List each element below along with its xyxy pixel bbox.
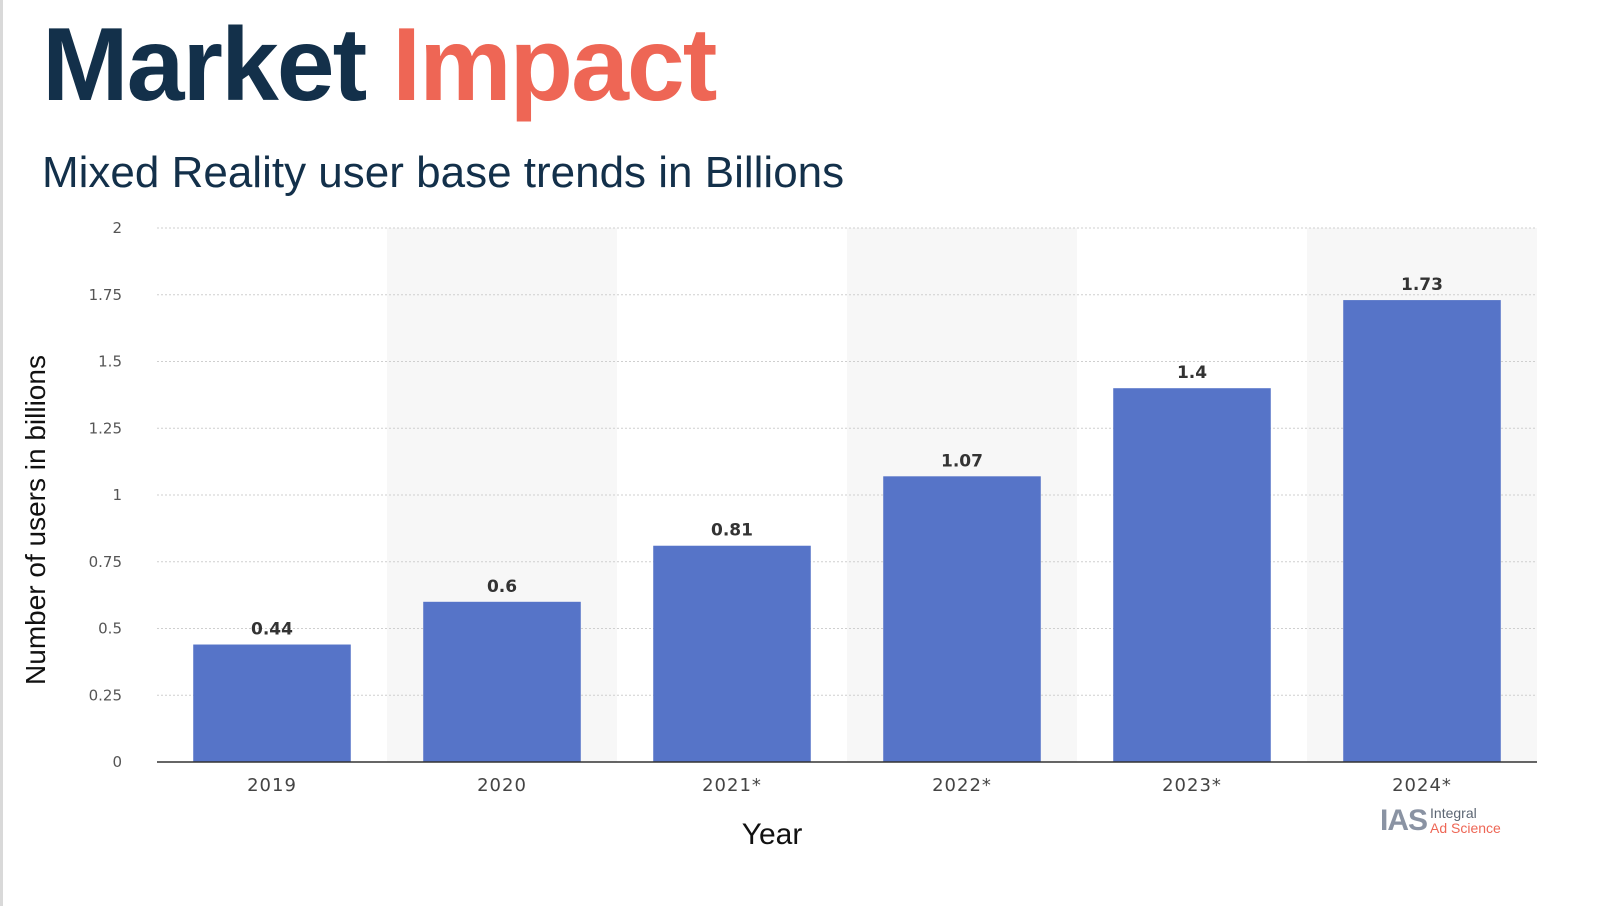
- data-label: 0.81: [711, 521, 753, 541]
- bar: [423, 601, 581, 762]
- x-tick-label: 2019: [247, 775, 297, 796]
- y-tick-label: 0.75: [89, 553, 122, 571]
- bar: [653, 545, 811, 762]
- x-axis-ticks: 2019 2020 2021* 2022* 2023* 2024*: [247, 775, 1452, 796]
- data-label: 1.4: [1177, 363, 1207, 383]
- bar: [1113, 388, 1271, 762]
- x-tick-label: 2020: [477, 775, 527, 796]
- left-edge-rule: [0, 0, 3, 906]
- x-axis-label: Year: [741, 818, 803, 851]
- y-tick-label: 1.75: [89, 286, 122, 304]
- bar: [883, 476, 1041, 762]
- y-tick-label: 0: [112, 753, 122, 771]
- bar: [1343, 300, 1501, 762]
- y-tick-label: 1.5: [98, 353, 122, 371]
- value-labels: 0.44 0.6 0.81 1.07 1.4 1.73: [251, 275, 1443, 639]
- y-tick-label: 2: [112, 219, 122, 237]
- chart-subtitle: Mixed Reality user base trends in Billio…: [42, 148, 845, 197]
- y-tick-label: 1: [112, 486, 122, 504]
- x-tick-label: 2023*: [1162, 775, 1222, 796]
- ias-logo: IAS Integral Ad Science: [1380, 804, 1501, 838]
- gridlines: [157, 227, 1537, 696]
- ias-logo-mark: IAS: [1380, 804, 1428, 837]
- ias-logo-text: Integral Ad Science: [1430, 806, 1501, 835]
- y-tick-label: 0.5: [98, 620, 122, 638]
- title-word-impact: Impact: [392, 7, 717, 123]
- ias-logo-line2: Ad Science: [1430, 820, 1501, 836]
- title-word-market: Market: [42, 7, 367, 123]
- x-tick-label: 2022*: [932, 775, 992, 796]
- bar: [193, 644, 351, 762]
- y-axis-label: Number of users in billions: [20, 355, 51, 685]
- data-label: 0.6: [487, 577, 517, 597]
- x-tick-label: 2021*: [702, 775, 762, 796]
- page-title: Market Impact: [42, 6, 717, 126]
- data-label: 1.07: [941, 451, 983, 471]
- y-axis-ticks: 0 0.25 0.5 0.75 1 1.25 1.5 1.75 2: [89, 219, 122, 771]
- y-tick-label: 1.25: [89, 419, 122, 437]
- y-tick-label: 0.25: [89, 686, 122, 704]
- bars: [193, 300, 1501, 762]
- x-tick-label: 2024*: [1392, 775, 1452, 796]
- ias-logo-line1: Integral: [1430, 805, 1477, 822]
- data-label: 0.44: [251, 620, 293, 640]
- data-label: 1.73: [1401, 275, 1443, 295]
